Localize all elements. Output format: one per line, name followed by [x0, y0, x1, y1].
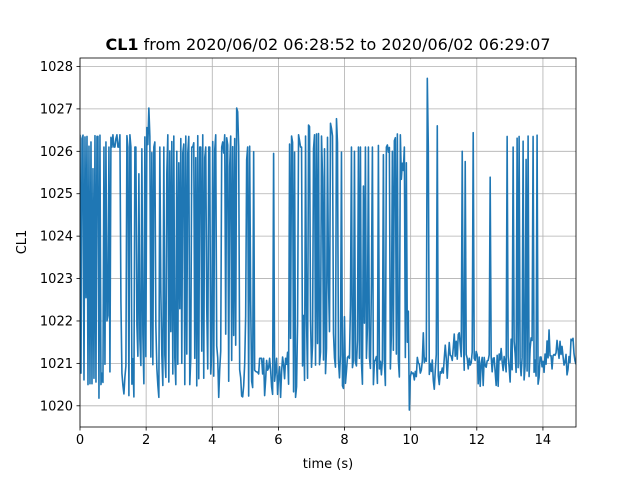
x-tick-label: 6: [274, 433, 282, 448]
x-tick-label: 10: [402, 433, 419, 448]
x-tick-label: 0: [76, 433, 84, 448]
x-tick-label: 2: [142, 433, 150, 448]
y-tick-label: 1025: [40, 187, 73, 202]
y-tick-label: 1027: [40, 102, 73, 117]
y-tick-label: 1026: [40, 145, 73, 160]
y-tick-label: 1022: [40, 314, 73, 329]
x-tick-label: 4: [208, 433, 216, 448]
y-tick-label: 1021: [40, 357, 73, 372]
chart-title-range: from 2020/06/02 06:28:52 to 2020/06/02 0…: [139, 35, 551, 54]
x-tick-label: 8: [340, 433, 348, 448]
plot-area: [80, 77, 576, 411]
y-tick-label: 1023: [40, 272, 73, 287]
y-tick-label: 1020: [40, 399, 73, 414]
axes-frame: [79, 57, 577, 428]
y-axis-label: CL1: [15, 230, 30, 255]
chart-title-series: CL1: [105, 35, 138, 54]
x-axis-label: time (s): [303, 457, 353, 472]
y-tick-label: 1024: [40, 230, 73, 245]
y-tick-label: 1028: [40, 60, 73, 75]
x-tick-label: 14: [535, 433, 552, 448]
series-line-cl1: [80, 77, 576, 411]
x-tick-label: 12: [469, 433, 486, 448]
x-axis-ticks: 0 2 4 6 8 10 12 14: [76, 427, 551, 448]
chart-title: CL1 from 2020/06/02 06:28:52 to 2020/06/…: [105, 35, 550, 54]
y-axis-ticks: 1020 1021 1022 1023 1024 1025 1026 1027 1028: [40, 60, 80, 414]
